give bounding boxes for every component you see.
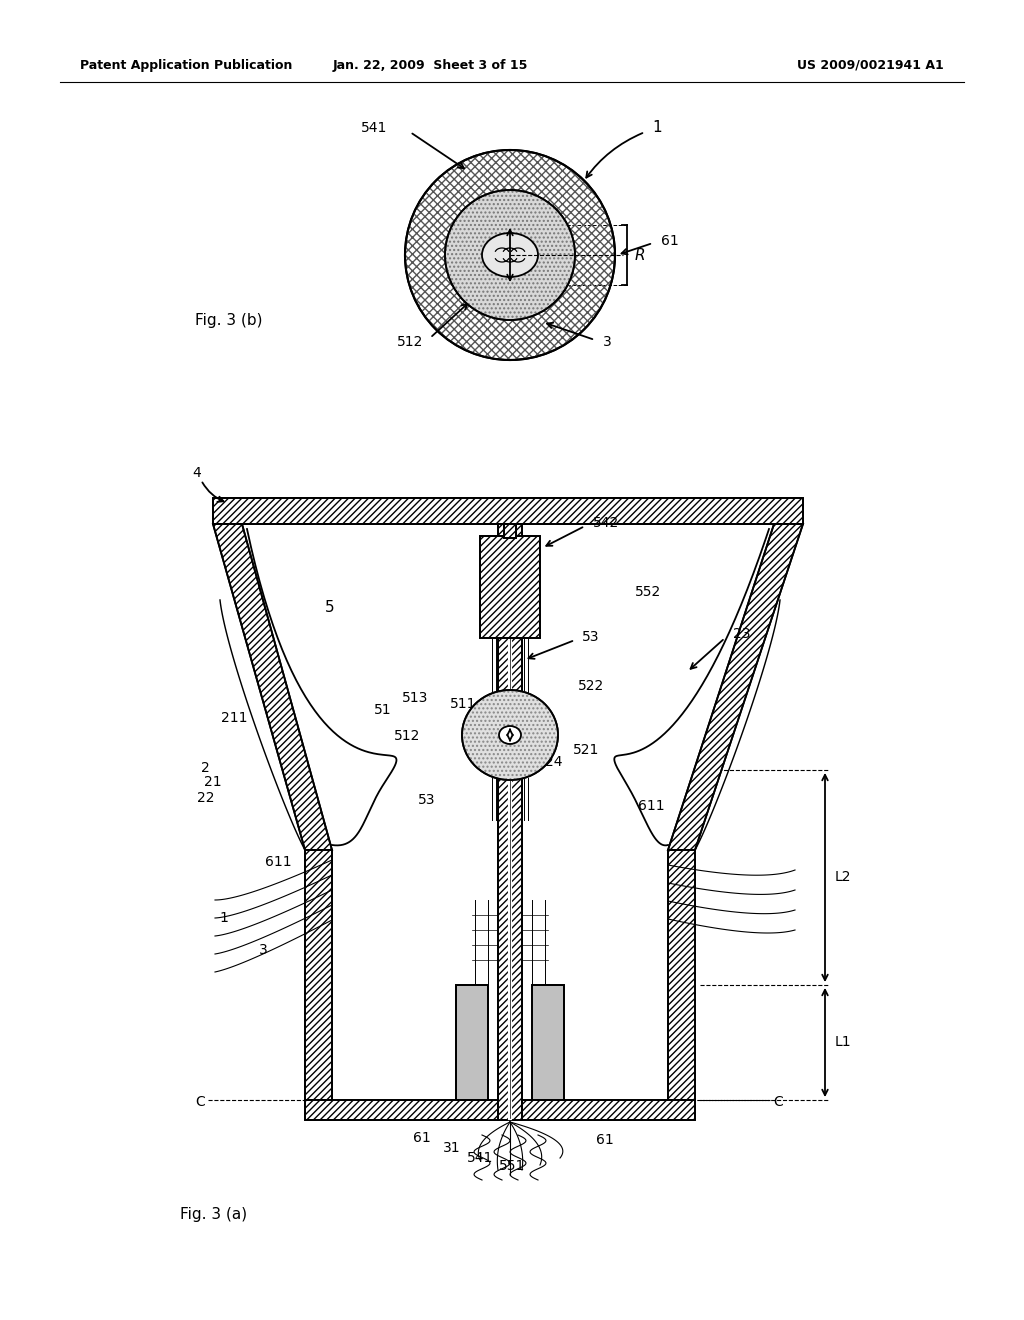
Text: L2: L2 xyxy=(835,870,852,884)
Polygon shape xyxy=(504,524,516,539)
Polygon shape xyxy=(498,524,522,1119)
Text: 1: 1 xyxy=(219,911,228,925)
Text: 513: 513 xyxy=(401,690,428,705)
Text: 521: 521 xyxy=(573,743,599,756)
Text: 611: 611 xyxy=(638,799,665,813)
Text: 61: 61 xyxy=(596,1133,613,1147)
Polygon shape xyxy=(456,985,488,1100)
Polygon shape xyxy=(213,524,332,850)
Text: 51: 51 xyxy=(375,704,392,717)
Polygon shape xyxy=(480,536,540,638)
Text: 541: 541 xyxy=(467,1151,494,1166)
Text: 53: 53 xyxy=(582,630,599,644)
Text: Patent Application Publication: Patent Application Publication xyxy=(80,58,293,71)
Text: 522: 522 xyxy=(578,678,604,693)
Text: 4: 4 xyxy=(193,466,202,480)
Text: 542: 542 xyxy=(593,516,620,531)
Text: US 2009/0021941 A1: US 2009/0021941 A1 xyxy=(798,58,944,71)
Ellipse shape xyxy=(462,690,558,780)
Text: 24: 24 xyxy=(545,755,562,770)
Text: 211: 211 xyxy=(221,711,248,725)
Polygon shape xyxy=(305,1100,695,1119)
Circle shape xyxy=(406,150,615,360)
Text: 552: 552 xyxy=(635,585,662,599)
Text: 61: 61 xyxy=(413,1131,431,1144)
Text: L1: L1 xyxy=(835,1035,852,1049)
Polygon shape xyxy=(668,850,695,1100)
Text: R: R xyxy=(635,248,645,263)
Text: 23: 23 xyxy=(733,627,751,642)
Text: Jan. 22, 2009  Sheet 3 of 15: Jan. 22, 2009 Sheet 3 of 15 xyxy=(333,58,527,71)
Text: 541: 541 xyxy=(360,121,387,135)
Text: 611: 611 xyxy=(265,855,292,869)
Text: Fig. 3 (b): Fig. 3 (b) xyxy=(195,313,262,327)
Text: 551: 551 xyxy=(499,1159,525,1173)
Text: 3: 3 xyxy=(259,942,268,957)
Text: 21: 21 xyxy=(205,775,222,789)
Text: 53: 53 xyxy=(418,793,435,807)
Text: 5: 5 xyxy=(326,601,335,615)
Ellipse shape xyxy=(499,726,521,744)
Text: Fig. 3 (a): Fig. 3 (a) xyxy=(180,1208,247,1222)
Ellipse shape xyxy=(482,234,538,277)
Polygon shape xyxy=(305,850,332,1100)
Text: 512: 512 xyxy=(396,335,423,348)
Text: 3: 3 xyxy=(603,335,611,348)
Polygon shape xyxy=(213,498,803,524)
Text: 22: 22 xyxy=(197,791,214,805)
Text: 2: 2 xyxy=(202,762,210,775)
Text: 1: 1 xyxy=(652,120,662,136)
Polygon shape xyxy=(668,524,803,850)
Polygon shape xyxy=(532,985,564,1100)
Text: 512: 512 xyxy=(393,729,420,743)
Text: 61: 61 xyxy=(662,234,679,248)
Text: C: C xyxy=(773,1096,783,1109)
Text: C: C xyxy=(196,1096,205,1109)
Circle shape xyxy=(445,190,575,319)
Text: 31: 31 xyxy=(443,1140,461,1155)
Text: 511: 511 xyxy=(450,697,476,711)
Circle shape xyxy=(445,190,575,319)
